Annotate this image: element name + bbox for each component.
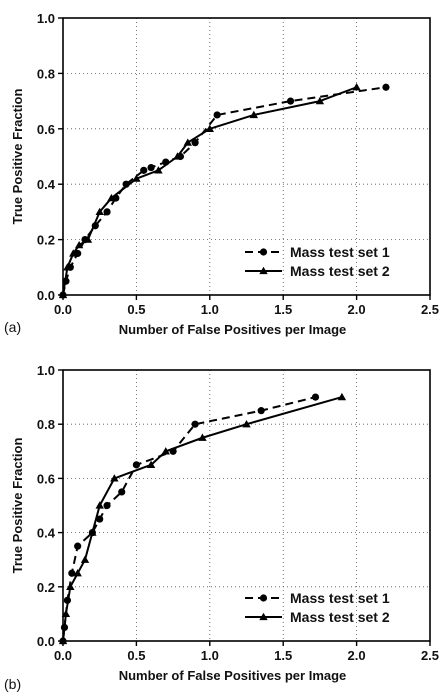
y-axis-label: True Positive Fraction — [10, 438, 25, 574]
x-tick-label: 1.0 — [201, 648, 219, 663]
data-point-circle — [257, 407, 265, 415]
data-point-triangle — [58, 636, 68, 645]
x-tick-label: 2.0 — [348, 648, 366, 663]
x-tick-label: 2.0 — [348, 302, 366, 317]
x-tick-label: 1.0 — [201, 302, 219, 317]
data-point-triangle — [205, 124, 214, 132]
panel-label: (b) — [4, 676, 21, 692]
x-tick-label: 0.0 — [54, 648, 72, 663]
legend-label: Mass test set 2 — [290, 263, 390, 279]
y-tick-label: 1.0 — [37, 11, 55, 26]
data-point-triangle — [95, 207, 104, 216]
data-point-triangle — [110, 474, 119, 482]
data-point-triangle — [242, 420, 251, 428]
chart-panel-b: 0.0 0.5 1.0 1.5 2.0 2.5 0.0 0.2 0.4 0.6 0.8 1.0 Numb… — [4, 363, 439, 692]
data-point-triangle — [249, 110, 259, 119]
data-point-triangle — [259, 612, 268, 621]
data-point-triangle — [69, 249, 78, 257]
data-point-triangle — [61, 609, 71, 618]
data-point-circle — [74, 542, 82, 550]
x-tick-label: 0.5 — [127, 648, 145, 663]
y-tick-label: 0.4 — [37, 526, 56, 541]
series-2 — [58, 83, 361, 299]
data-point-triangle — [183, 138, 192, 146]
data-point-triangle — [337, 392, 347, 401]
x-tick-label: 1.5 — [274, 648, 292, 663]
x-tick-label: 0.5 — [127, 302, 145, 317]
panel-label: (a) — [4, 319, 21, 335]
data-point-circle — [286, 97, 295, 105]
data-point-circle — [147, 163, 155, 172]
data-point-circle — [191, 420, 199, 428]
data-point-circle — [259, 248, 268, 256]
data-point-circle — [191, 139, 199, 147]
y-tick-label: 0.0 — [37, 288, 55, 303]
data-point-triangle — [315, 96, 325, 105]
data-point-circle — [103, 208, 111, 216]
data-point-triangle — [146, 460, 156, 468]
data-point-triangle — [88, 528, 97, 536]
data-point-triangle — [132, 174, 141, 182]
data-point-circle — [213, 111, 221, 119]
legend: Mass test set 1 Mass test set 2 — [245, 590, 390, 625]
legend-label: Mass test set 1 — [290, 244, 390, 260]
chart-panel-a: 0.0 0.5 1.0 1.5 2.0 2.5 0.0 0.2 0.4 0.6 0.8 1.0 Numb… — [4, 11, 439, 337]
data-point-triangle — [73, 569, 82, 577]
data-point-triangle — [161, 447, 170, 455]
data-point-circle — [140, 166, 148, 174]
y-tick-label: 0.0 — [37, 634, 55, 649]
data-point-triangle — [63, 263, 72, 271]
y-tick-label: 0.8 — [37, 66, 55, 81]
data-point-triangle — [154, 166, 163, 174]
legend: Mass test set 1 Mass test set 2 — [245, 244, 390, 279]
data-point-triangle — [352, 83, 361, 91]
data-point-circle — [259, 594, 268, 602]
y-tick-label: 0.6 — [37, 471, 55, 486]
y-tick-label: 0.2 — [37, 233, 55, 248]
x-tick-label: 0.0 — [54, 302, 72, 317]
data-point-triangle — [259, 266, 268, 275]
data-point-triangle — [95, 501, 104, 509]
y-tick-label: 0.6 — [37, 122, 55, 137]
legend-label: Mass test set 2 — [290, 609, 390, 625]
data-point-triangle — [66, 582, 75, 590]
data-point-triangle — [58, 290, 68, 299]
data-point-circle — [132, 461, 140, 469]
y-tick-label: 0.2 — [37, 580, 55, 595]
plot-frame — [62, 17, 431, 296]
series-2 — [58, 392, 347, 645]
data-point-triangle — [80, 555, 90, 563]
y-tick-label: 1.0 — [37, 363, 55, 378]
y-tick-label: 0.8 — [37, 417, 55, 432]
data-point-triangle — [173, 152, 182, 160]
data-point-circle — [118, 488, 126, 496]
data-point-circle — [382, 83, 390, 91]
y-axis-label: True Positive Fraction — [10, 89, 25, 225]
x-axis-label: Number of False Positives per Image — [119, 322, 347, 337]
data-point-circle — [68, 569, 76, 577]
plot-frame — [62, 369, 431, 642]
x-tick-label: 1.5 — [274, 302, 292, 317]
x-tick-label: 2.5 — [421, 648, 439, 663]
data-point-circle — [311, 393, 320, 401]
data-point-triangle — [74, 240, 84, 249]
series-1 — [59, 393, 320, 645]
y-tick-label: 0.4 — [37, 177, 56, 192]
data-point-triangle — [107, 193, 116, 202]
legend-label: Mass test set 1 — [290, 590, 390, 606]
data-point-triangle — [83, 235, 93, 243]
x-tick-label: 2.5 — [421, 302, 439, 317]
data-point-triangle — [198, 433, 207, 441]
data-point-circle — [96, 515, 104, 523]
x-axis-label: Number of False Positives per Image — [119, 668, 347, 683]
data-point-circle — [103, 501, 111, 510]
